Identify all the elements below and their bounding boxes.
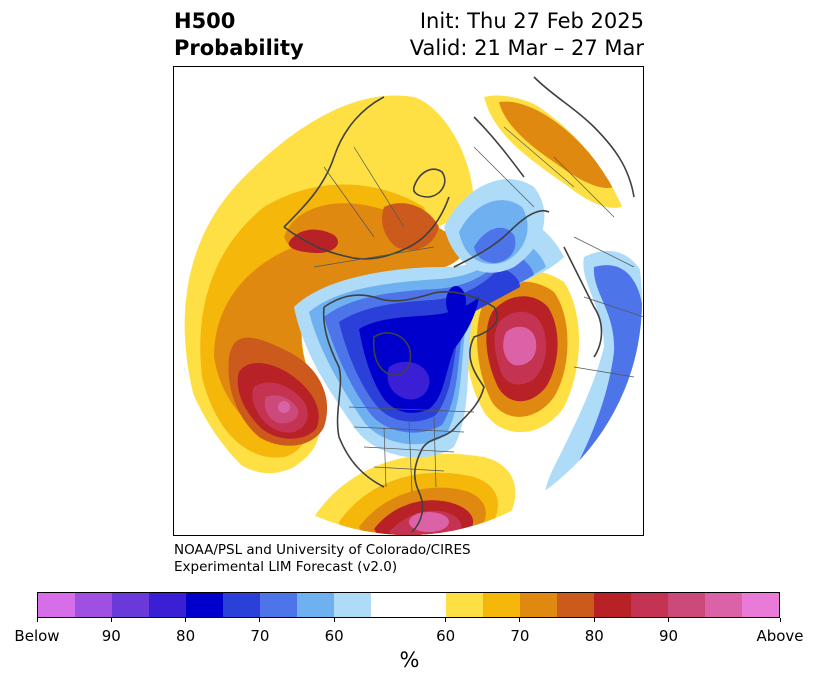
colorbar-tick-mark	[259, 618, 261, 622]
colorbar-above-segment	[519, 593, 557, 617]
colorbar-neutral-segment	[371, 593, 446, 617]
colorbar-tick-label: Above	[756, 627, 804, 645]
colorbar-tick-mark	[779, 618, 781, 622]
title-right: Init: Thu 27 Feb 2025 Valid: 21 Mar – 27…	[410, 8, 644, 62]
probability-field	[174, 67, 642, 535]
colorbar-tick-mark	[36, 618, 38, 622]
colorbar-tick-label: 90	[101, 627, 121, 645]
colorbar-tick-mark	[445, 618, 447, 622]
colorbar-tick-mark	[668, 618, 670, 622]
valid-label: Valid: 21 Mar – 27 Mar	[409, 36, 644, 60]
colorbar-above-segment	[445, 593, 483, 617]
colorbar-above-segment	[556, 593, 594, 617]
colorbar-above-segment	[667, 593, 705, 617]
coastlines	[283, 76, 635, 533]
colorbar-tick-label: Below	[14, 627, 60, 645]
political-boundaries	[313, 126, 643, 493]
colorbar-below-segment	[297, 593, 335, 617]
credit-line-2: Experimental LIM Forecast (v2.0)	[174, 559, 398, 575]
colorbar-above-segment	[593, 593, 631, 617]
colorbar-below-segment	[112, 593, 150, 617]
product-label: Probability	[174, 36, 304, 60]
colorbar-below-segment	[223, 593, 261, 617]
title-left: H500 Probability	[174, 8, 304, 62]
colorbar-above-segment	[704, 593, 742, 617]
colorbar-tick-mark	[519, 618, 521, 622]
variable-label: H500	[174, 9, 236, 33]
init-label: Init: Thu 27 Feb 2025	[419, 9, 644, 33]
colorbar-tick-mark	[333, 618, 335, 622]
colorbar-below-segment	[334, 593, 372, 617]
colorbar-tick-label: 70	[510, 627, 530, 645]
credit-text: NOAA/PSL and University of Colorado/CIRE…	[174, 542, 471, 576]
colorbar-unit-label: %	[399, 648, 420, 672]
probability-map	[173, 66, 644, 536]
colorbar-tick-label: 70	[250, 627, 270, 645]
credit-line-1: NOAA/PSL and University of Colorado/CIRE…	[174, 542, 471, 558]
colorbar-tick-mark	[593, 618, 595, 622]
colorbar-above-segment	[630, 593, 668, 617]
colorbar-tick-label: 60	[436, 627, 456, 645]
colorbar-tick-mark	[185, 618, 187, 622]
colorbar-above-segment	[482, 593, 520, 617]
colorbar-tick-label: 80	[584, 627, 604, 645]
colorbar-tick-label: 60	[324, 627, 344, 645]
colorbar-above-segment	[741, 593, 779, 617]
colorbar	[37, 592, 780, 618]
colorbar-below-segment	[186, 593, 224, 617]
colorbar-below-segment	[75, 593, 113, 617]
colorbar-below-segment	[38, 593, 76, 617]
colorbar-tick-mark	[110, 618, 112, 622]
colorbar-tick-label: 90	[659, 627, 679, 645]
colorbar-below-segment	[149, 593, 187, 617]
colorbar-tick-label: 80	[176, 627, 196, 645]
colorbar-below-segment	[260, 593, 298, 617]
